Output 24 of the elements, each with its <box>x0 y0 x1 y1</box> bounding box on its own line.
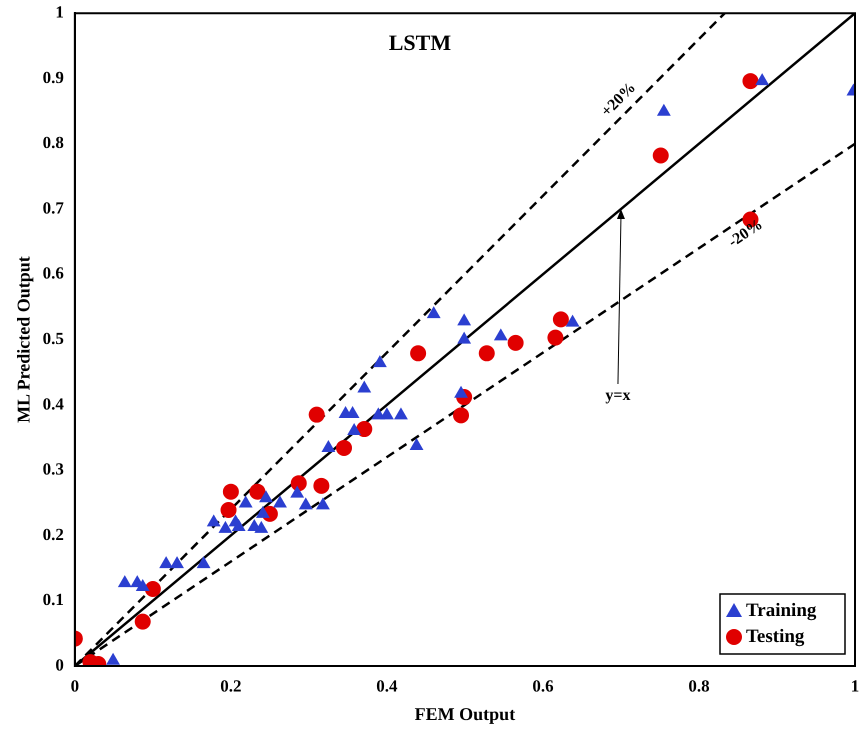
y-axis-title: ML Predicted Output <box>13 256 34 423</box>
x-tick-label: 0.2 <box>220 676 242 696</box>
x-tick-label: 0 <box>70 676 80 696</box>
y-tick-label: 1 <box>55 2 64 22</box>
y-tick-label: 0.6 <box>42 264 64 283</box>
legend-label: Training <box>746 600 817 621</box>
annotation: -20% <box>725 216 766 251</box>
y-tick-label: 0.7 <box>42 198 64 218</box>
y-tick-label: 0.3 <box>42 460 64 479</box>
y-tick-label: 0.2 <box>42 524 64 544</box>
y-tick-label: 0.1 <box>42 590 64 610</box>
y-tick-label: 0.8 <box>42 133 64 152</box>
y-tick-label: 0.9 <box>42 68 64 87</box>
text: LSTM <box>388 30 452 55</box>
y-tick-label: 0.5 <box>42 328 64 348</box>
legend-label: Testing <box>746 626 805 647</box>
y-tick-label: 0.4 <box>42 394 64 414</box>
annotation: y=x <box>605 387 631 404</box>
x-tick-label: 0.8 <box>688 676 710 696</box>
x-tick-label: 1 <box>850 676 860 696</box>
x-tick-label: 0.4 <box>376 676 398 696</box>
x-axis-title: FEM Output <box>414 704 516 724</box>
x-tick-label: 0.6 <box>532 676 554 696</box>
y-tick-label: 0 <box>55 655 64 674</box>
